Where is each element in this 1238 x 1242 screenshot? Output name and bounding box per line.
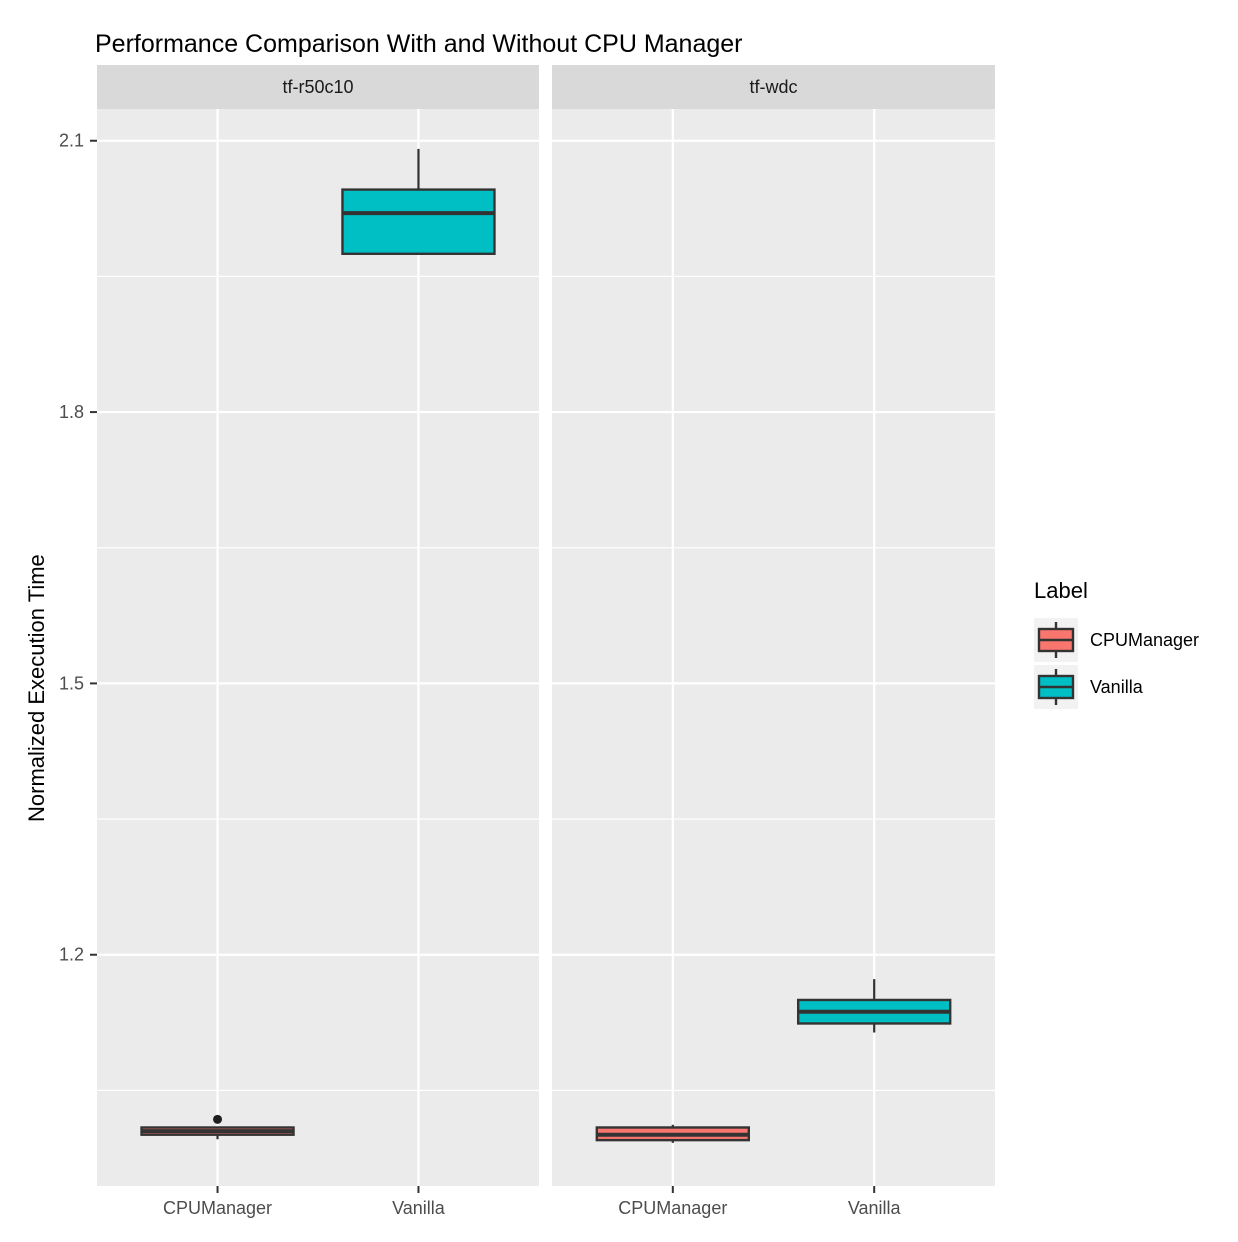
- legend-label-cpumanager: CPUManager: [1090, 629, 1200, 650]
- x-tick-label: Vanilla: [392, 1198, 446, 1218]
- box: [341, 188, 496, 255]
- y-tick-label: 1.8: [59, 402, 84, 422]
- x-tick-label: CPUManager: [618, 1198, 727, 1218]
- legend-item-vanilla: Vanilla: [1034, 665, 1199, 709]
- outlier-point: [213, 1114, 223, 1124]
- legend-item-cpumanager: CPUManager: [1034, 618, 1199, 662]
- legend-label-vanilla: Vanilla: [1090, 676, 1143, 697]
- boxplot-key-icon: [1034, 665, 1078, 709]
- x-tick-label: Vanilla: [848, 1198, 902, 1218]
- y-tick-label: 2.1: [59, 131, 84, 151]
- chart-title: Performance Comparison With and Without …: [95, 30, 743, 58]
- legend-title: Label: [1034, 578, 1088, 603]
- x-tick-label: CPUManager: [163, 1198, 272, 1218]
- facet-strip-tf-r50c10: tf-r50c10: [97, 65, 539, 109]
- y-tick-label: 1.5: [59, 673, 84, 693]
- facet-panel-tf-r50c10: [97, 109, 539, 1186]
- legend: Label CPUManager Vanilla: [1034, 578, 1199, 712]
- facet-strip-tf-wdc: tf-wdc: [552, 65, 995, 109]
- y-tick-label: 1.2: [59, 945, 84, 965]
- boxplot-key-icon: [1034, 618, 1078, 662]
